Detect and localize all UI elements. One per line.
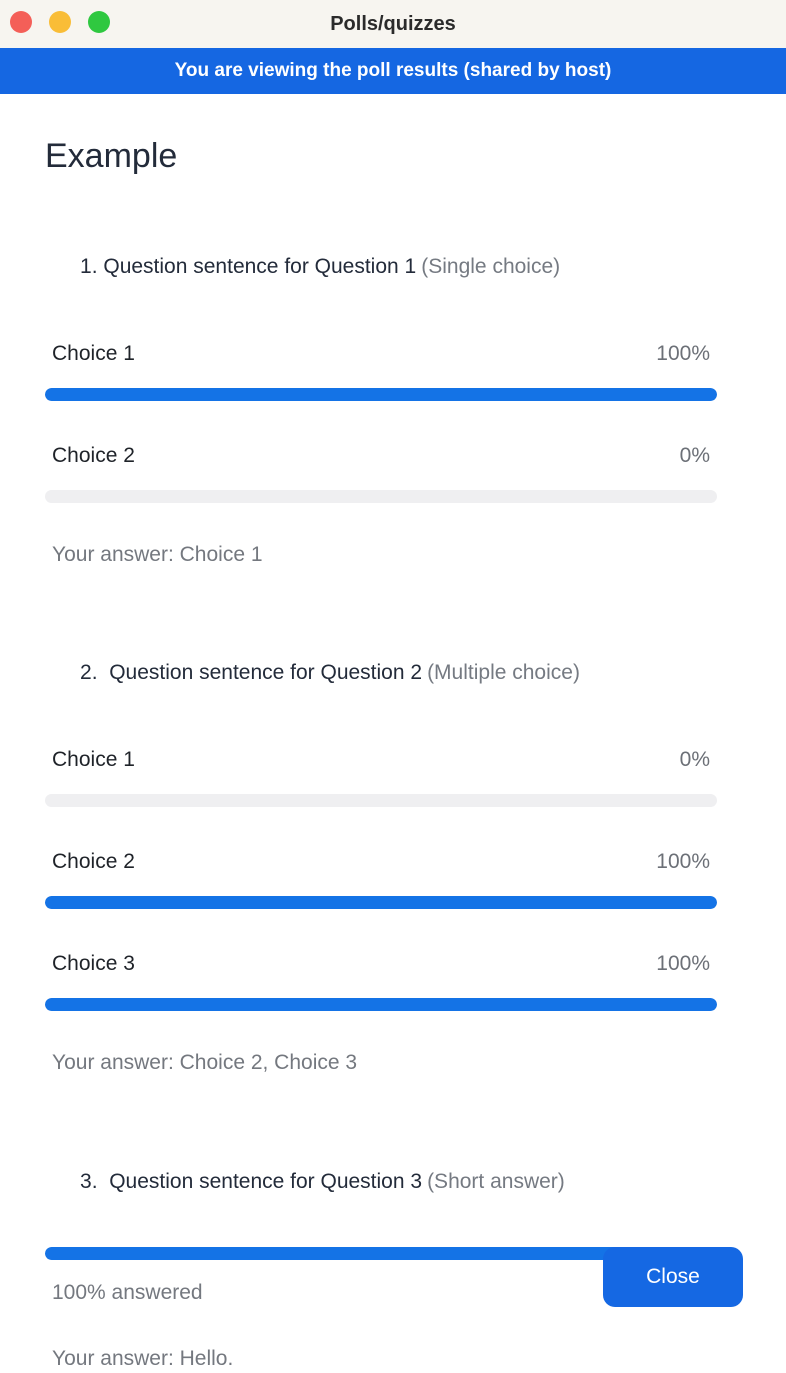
result-bar-track [45,998,717,1011]
result-bar-fill [45,998,717,1011]
question-1: 1. Question sentence for Question 1 (Sing… [45,222,717,569]
result-bar-track [45,794,717,807]
answered-bar-track [45,1247,717,1260]
poll-title: Example [45,137,178,175]
question-3-type: (Short answer) [427,1170,565,1193]
question-2: 2. Question sentence for Question 2 (Mult… [45,628,717,1077]
poll-results-content: Example 1. Question sentence for Questio… [0,134,786,1373]
traffic-lights [10,11,110,33]
choice-percent: 100% [656,952,710,975]
question-3-heading: 3. Question sentence for Question 3 (Shor… [45,1137,717,1227]
your-answer-text: Your answer: Hello. [52,1347,234,1370]
result-bar-track [45,490,717,503]
question-1-title: 1. Question sentence for Question 1 [80,255,417,278]
answered-percent-text: 100% answered [52,1281,203,1304]
close-window-icon[interactable] [10,11,32,33]
question-1-type: (Single choice) [421,255,561,278]
close-button[interactable]: Close [603,1247,743,1307]
window-title: Polls/quizzes [330,12,456,35]
choice-label: Choice 2 [52,850,135,873]
your-answer-text: Your answer: Choice 2, Choice 3 [52,1051,358,1074]
choice-percent: 100% [656,850,710,873]
window-titlebar: Polls/quizzes [0,0,786,48]
choice-label: Choice 1 [52,748,135,771]
result-bar-fill [45,896,717,909]
answered-bar-fill [45,1247,717,1260]
question-1-heading: 1. Question sentence for Question 1 (Sing… [45,222,717,312]
question-2-type: (Multiple choice) [427,661,580,684]
result-bar-fill [45,388,717,401]
footer: Close [603,1247,743,1307]
choice-row: Choice 1 100% [45,340,717,401]
choice-row: Choice 2 100% [45,848,717,909]
choice-label: Choice 2 [52,444,135,467]
choice-percent: 100% [656,342,710,365]
result-bar-track [45,388,717,401]
zoom-window-icon[interactable] [88,11,110,33]
choice-label: Choice 1 [52,342,135,365]
question-2-heading: 2. Question sentence for Question 2 (Mult… [45,628,717,718]
choice-percent: 0% [679,748,710,771]
question-3-title: 3. Question sentence for Question 3 [80,1170,423,1193]
poll-results-banner: You are viewing the poll results (shared… [0,48,786,94]
choice-label: Choice 3 [52,952,135,975]
your-answer-text: Your answer: Choice 1 [52,543,263,566]
minimize-window-icon[interactable] [49,11,71,33]
choice-percent: 0% [679,444,710,467]
choice-row: Choice 1 0% [45,746,717,807]
question-2-title: 2. Question sentence for Question 2 [80,661,423,684]
choice-row: Choice 2 0% [45,442,717,503]
choice-row: Choice 3 100% [45,950,717,1011]
result-bar-track [45,896,717,909]
